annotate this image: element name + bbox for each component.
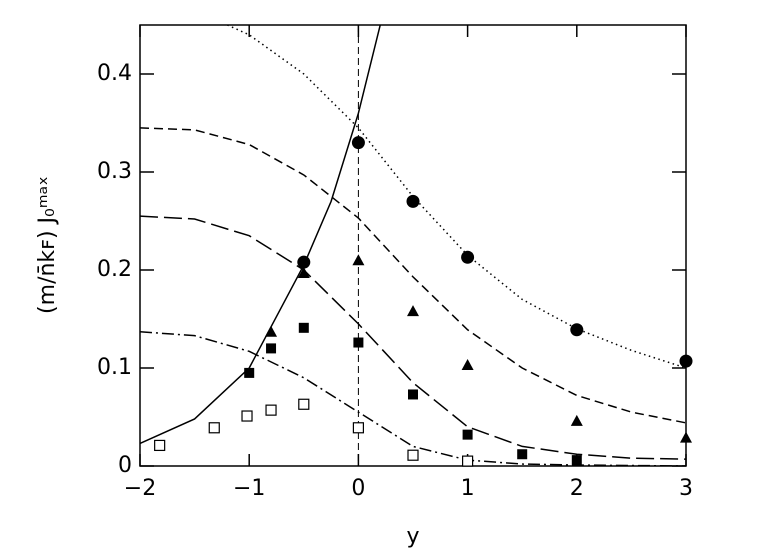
curve	[140, 215, 686, 460]
y-tick-label: 0.3	[97, 159, 132, 184]
point	[352, 254, 365, 266]
y-tick-label: 0.1	[97, 355, 132, 380]
x-tick-label: 0	[351, 476, 365, 501]
y-axis-label: (m/n̄kꜰ) J₀ᵐᵃˣ	[35, 176, 60, 314]
y-tick-label: 0	[118, 453, 132, 478]
plot-area	[140, 25, 686, 466]
x-tick-label: −2	[124, 476, 156, 501]
x-tick-label: 2	[570, 476, 584, 501]
point	[407, 305, 419, 317]
point	[679, 354, 693, 368]
point	[570, 414, 583, 426]
point	[571, 455, 582, 466]
x-axis-label: y	[406, 524, 419, 549]
point	[266, 343, 277, 354]
point	[154, 439, 166, 452]
point	[265, 325, 278, 337]
point	[461, 250, 475, 264]
point	[297, 266, 310, 278]
curve	[227, 25, 686, 369]
point	[517, 449, 528, 460]
point	[208, 422, 220, 434]
point	[408, 389, 418, 400]
point	[680, 431, 692, 443]
point	[351, 136, 365, 150]
point	[298, 322, 309, 333]
point	[298, 398, 310, 410]
curve	[140, 330, 686, 466]
point	[265, 404, 277, 416]
plot-frame	[139, 24, 687, 467]
x-tick-label: 3	[679, 476, 693, 501]
point	[352, 422, 364, 434]
point	[570, 323, 584, 337]
point	[462, 429, 473, 440]
point	[461, 359, 474, 371]
x-tick-label: 1	[461, 476, 475, 501]
x-tick-label: −1	[233, 476, 265, 501]
curve	[140, 127, 686, 424]
point	[241, 410, 253, 422]
y-tick-label: 0.2	[97, 257, 132, 282]
y-tick-label: 0.4	[97, 61, 132, 86]
point	[406, 194, 420, 208]
point	[462, 455, 474, 467]
point	[353, 337, 364, 348]
point	[407, 449, 419, 461]
curve	[140, 25, 381, 445]
point	[297, 255, 311, 269]
point	[244, 367, 255, 378]
